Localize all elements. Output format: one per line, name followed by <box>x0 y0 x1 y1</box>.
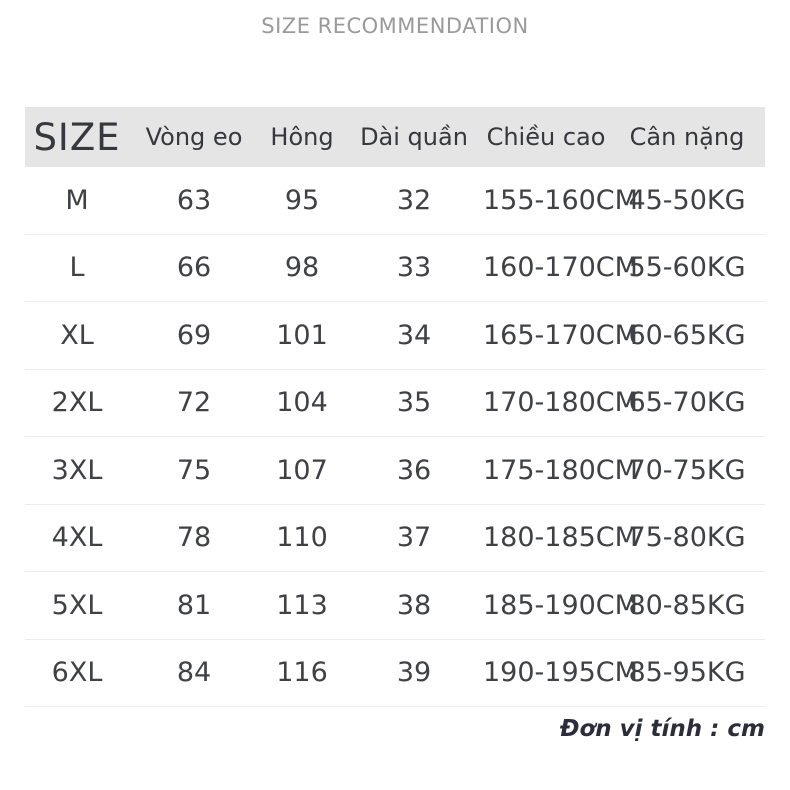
cell-waist: 78 <box>176 522 212 554</box>
cell-size: 3XL <box>51 454 103 486</box>
cell-length: 38 <box>396 589 432 621</box>
cell-height: 170-180CM <box>483 387 638 419</box>
table-row: 3XL 75 107 36 175-180CM 70-75KG <box>25 437 765 505</box>
page-title: SIZE RECOMMENDATION <box>261 14 529 38</box>
cell-hip: 116 <box>276 657 328 689</box>
cell-hip: 101 <box>276 319 328 351</box>
cell-size: 5XL <box>51 589 103 621</box>
size-table: SIZE Vòng eo Hông Dài quần Chiều cao Cân… <box>25 107 765 707</box>
column-header-size: SIZE <box>33 115 121 159</box>
cell-hip: 107 <box>276 454 328 486</box>
cell-hip: 104 <box>276 387 328 419</box>
column-header-hip: Hông <box>270 123 334 151</box>
cell-length: 37 <box>396 522 432 554</box>
column-header-weight: Cân nặng <box>629 123 745 151</box>
table-row: L 66 98 33 160-170CM 55-60KG <box>25 235 765 302</box>
cell-weight: 85-95KG <box>628 657 746 689</box>
table-header-row: SIZE Vòng eo Hông Dài quần Chiều cao Cân… <box>25 107 765 167</box>
cell-hip: 95 <box>284 184 320 216</box>
cell-height: 160-170CM <box>483 252 638 284</box>
cell-weight: 80-85KG <box>628 589 746 621</box>
cell-hip: 110 <box>276 522 328 554</box>
cell-waist: 81 <box>176 589 212 621</box>
cell-length: 32 <box>396 184 432 216</box>
cell-hip: 98 <box>284 252 320 284</box>
table-row: 5XL 81 113 38 185-190CM 80-85KG <box>25 572 765 640</box>
cell-weight: 70-75KG <box>628 454 746 486</box>
table-row: XL 69 101 34 165-170CM 60-65KG <box>25 302 765 370</box>
cell-size: 4XL <box>51 522 103 554</box>
cell-height: 155-160CM <box>483 184 638 216</box>
table-row: 4XL 78 110 37 180-185CM 75-80KG <box>25 505 765 572</box>
cell-weight: 60-65KG <box>628 319 746 351</box>
cell-size: 6XL <box>51 657 103 689</box>
cell-weight: 75-80KG <box>628 522 746 554</box>
cell-hip: 113 <box>276 589 328 621</box>
cell-length: 36 <box>396 454 432 486</box>
cell-height: 180-185CM <box>483 522 638 554</box>
cell-weight: 55-60KG <box>628 252 746 284</box>
cell-waist: 72 <box>176 387 212 419</box>
unit-note: Đơn vị tính : cm <box>560 716 765 742</box>
cell-length: 34 <box>396 319 432 351</box>
cell-size: L <box>69 252 85 284</box>
cell-height: 185-190CM <box>483 589 638 621</box>
cell-length: 39 <box>396 657 432 689</box>
cell-size: M <box>65 184 89 216</box>
cell-waist: 84 <box>176 657 212 689</box>
cell-waist: 75 <box>176 454 212 486</box>
cell-waist: 66 <box>176 252 212 284</box>
column-header-pants-length: Dài quần <box>360 123 468 151</box>
cell-waist: 63 <box>176 184 212 216</box>
column-header-waist: Vòng eo <box>145 123 243 151</box>
cell-weight: 45-50KG <box>628 184 746 216</box>
cell-waist: 69 <box>176 319 212 351</box>
table-row: M 63 95 32 155-160CM 45-50KG <box>25 167 765 235</box>
column-header-height: Chiều cao <box>486 123 606 151</box>
cell-height: 165-170CM <box>483 319 638 351</box>
cell-weight: 65-70KG <box>628 387 746 419</box>
cell-length: 35 <box>396 387 432 419</box>
table-row: 6XL 84 116 39 190-195CM 85-95KG <box>25 640 765 707</box>
cell-size: XL <box>60 319 94 351</box>
cell-length: 33 <box>396 252 432 284</box>
cell-height: 190-195CM <box>483 657 638 689</box>
cell-height: 175-180CM <box>483 454 638 486</box>
cell-size: 2XL <box>51 387 103 419</box>
table-row: 2XL 72 104 35 170-180CM 65-70KG <box>25 370 765 437</box>
